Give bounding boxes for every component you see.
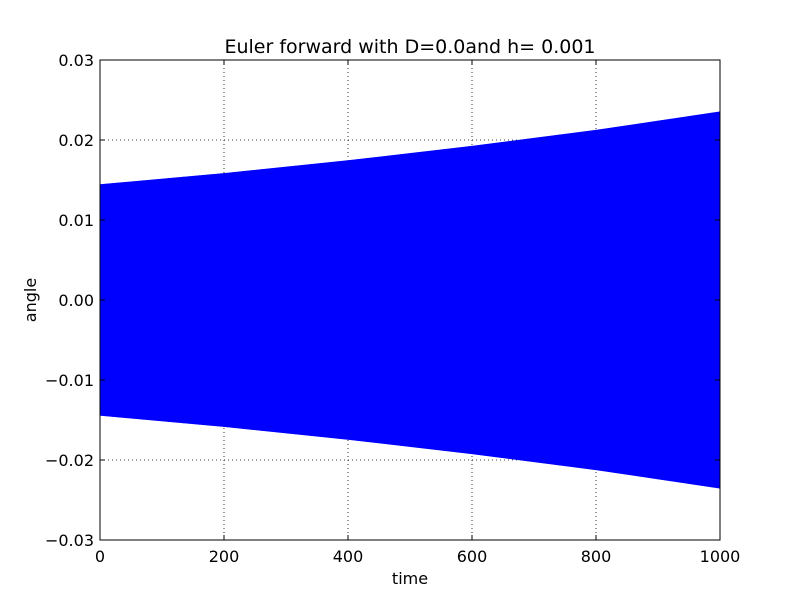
y-tick-label: 0.02 [58, 131, 94, 150]
y-tick-label: −0.02 [45, 451, 94, 470]
x-tick-label: 0 [95, 547, 105, 566]
y-tick-label: 0.03 [58, 51, 94, 70]
plot-area [99, 111, 721, 489]
axis-ticks: 0 200 400 600 800 1000 −0.03 −0.02 −0.01 0.00 0.01… [45, 51, 740, 566]
y-tick-label: 0.00 [58, 291, 94, 310]
x-tick-label: 1000 [700, 547, 741, 566]
y-axis-label: angle [21, 278, 40, 322]
x-axis-label: time [392, 569, 428, 588]
y-tick-label: −0.01 [45, 371, 94, 390]
x-tick-label: 400 [333, 547, 364, 566]
x-tick-label: 800 [581, 547, 612, 566]
chart-title: Euler forward with D=0.0and h= 0.001 [224, 36, 595, 58]
x-tick-label: 600 [457, 547, 488, 566]
y-tick-label: 0.01 [58, 211, 94, 230]
y-tick-label: −0.03 [45, 531, 94, 550]
series-lower-edge [99, 413, 721, 489]
x-tick-label: 200 [209, 547, 240, 566]
series-upper-edge [99, 111, 721, 187]
